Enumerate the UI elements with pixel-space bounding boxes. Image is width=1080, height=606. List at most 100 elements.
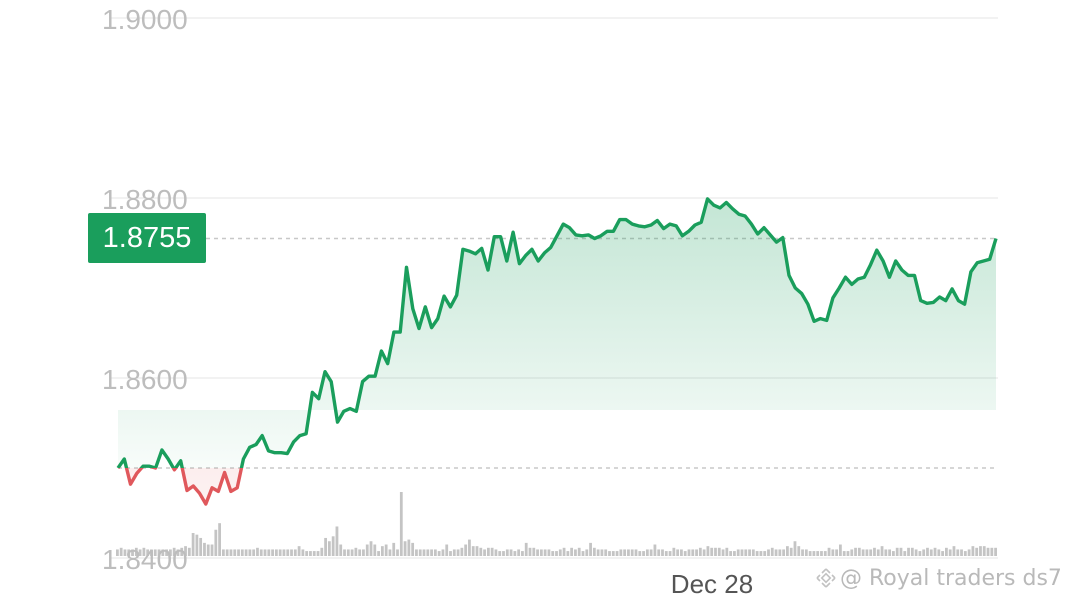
volume-bar (282, 549, 286, 556)
volume-bar (907, 547, 910, 556)
volume-bar (823, 551, 827, 556)
volume-bar (433, 549, 437, 556)
volume-bar (483, 549, 486, 556)
volume-bar (240, 549, 244, 556)
volume-bar (456, 549, 460, 556)
volume-bar (619, 549, 623, 556)
y-tick-label: 1.8600 (102, 364, 188, 395)
volume-bar (494, 549, 498, 556)
volume-bar (320, 547, 324, 556)
volume-bar (676, 549, 680, 556)
volume-bar (229, 549, 233, 556)
volume-bar (642, 551, 645, 556)
volume-bar (392, 542, 396, 556)
volume-bar (767, 549, 770, 556)
volume-bar (127, 549, 131, 556)
volume-bar (346, 549, 350, 556)
volume-bar (221, 549, 225, 556)
volume-bar (119, 547, 123, 556)
volume-bar (396, 549, 399, 556)
price-line-up (116, 197, 998, 468)
volume-bar (880, 546, 884, 556)
volume-bar (153, 549, 157, 556)
watermark: @ Royal traders ds7 (816, 566, 1062, 591)
volume-bar (237, 549, 240, 556)
volume-bar (172, 547, 176, 556)
volume-bar (415, 549, 418, 556)
y-tick-label: 1.8800 (102, 184, 188, 215)
volume-bar (486, 547, 490, 556)
volume-bar (384, 544, 388, 556)
volume-bar (933, 547, 937, 556)
volume-bar (729, 551, 733, 556)
volume-bar (630, 549, 634, 556)
volume-bar (664, 551, 668, 556)
volume-bar (199, 537, 203, 556)
volume-bar (142, 547, 146, 556)
volume-bar (748, 549, 751, 556)
volume-bar (369, 541, 373, 556)
volume-bar (233, 549, 237, 556)
volume-bar (710, 547, 714, 556)
volume-bar (627, 549, 630, 556)
volume-bar (331, 536, 335, 556)
volume-bar (698, 547, 702, 556)
volume-bar (744, 549, 748, 556)
volume-bar (335, 526, 339, 556)
volume-bar (471, 546, 475, 556)
volume-bar (165, 549, 168, 556)
volume-bar (638, 551, 642, 556)
volume-bar (903, 551, 907, 556)
volume-bar (892, 551, 895, 556)
volume-bar (290, 549, 293, 556)
volume-bar (218, 523, 221, 556)
volume-bar (763, 551, 767, 556)
volume-bar (657, 549, 661, 556)
volume-bar (770, 547, 774, 556)
volume-bar (691, 549, 695, 556)
volume-bar (786, 546, 789, 556)
volume-bar (150, 549, 153, 556)
volume-bar (168, 549, 172, 556)
volume-bar (751, 549, 755, 556)
volume-bar (403, 541, 407, 556)
volume-bar (343, 549, 346, 556)
volume-bar (468, 539, 471, 556)
volume-bar (256, 547, 259, 556)
volume-bar (225, 549, 229, 556)
volume-bar (547, 549, 551, 556)
volume-bar (740, 549, 744, 556)
volume-bar (252, 549, 256, 556)
volume-bar (975, 547, 979, 556)
volume-bar (176, 549, 180, 556)
volume-bar (244, 549, 248, 556)
volume-bar (736, 549, 740, 556)
volume-bar (831, 549, 835, 556)
volume-bar (604, 549, 608, 556)
volume-bar (203, 542, 206, 556)
volume-bar (248, 549, 252, 556)
volume-bar (312, 551, 316, 556)
volume-bar (967, 549, 971, 556)
volume-bar (502, 551, 505, 556)
volume-bar (869, 549, 873, 556)
volume-bar (426, 549, 430, 556)
volume-bar (301, 549, 305, 556)
volume-bar (134, 547, 138, 556)
volume-bar (365, 544, 369, 556)
volume-bar (929, 549, 933, 556)
volume-bar (267, 549, 271, 556)
volume-bar (600, 549, 604, 556)
volume-bar (539, 549, 543, 556)
volume-bar (123, 549, 127, 556)
volume-bar (611, 551, 615, 556)
volume-bar (271, 549, 274, 556)
volume-bar (994, 547, 997, 556)
volume-bar (683, 551, 687, 556)
volume-bar (865, 549, 869, 556)
volume-bar (733, 551, 736, 556)
volume-bar (388, 549, 392, 556)
volume-bar (354, 547, 358, 556)
volume-bar (687, 549, 691, 556)
